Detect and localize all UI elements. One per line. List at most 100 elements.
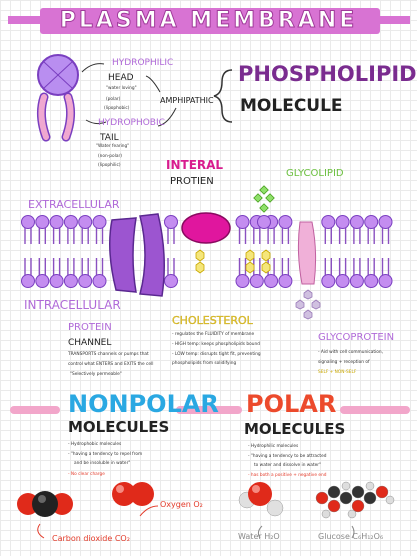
divider-right <box>340 406 410 414</box>
channel-note-1: TRANSPORTS channels or pumps that <box>68 352 149 357</box>
head-note-3: (lipophobic) <box>104 106 130 111</box>
glucose-atom <box>321 509 331 519</box>
phospholipid-heading-line1: PHOSPHOLIPID <box>238 62 417 86</box>
polar-heading-2: MOLECULES <box>244 420 346 438</box>
intracellular-label: INTRACELLULAR <box>24 298 121 312</box>
tail-note-2: (non-polar) <box>98 154 122 159</box>
water-label: Water H₂O <box>238 532 280 541</box>
lipid-head <box>235 274 250 288</box>
lipid-head <box>92 215 107 229</box>
channel-note-2: control what ENTERS and EXITS the cell <box>68 362 154 367</box>
cholesterol <box>261 261 271 274</box>
lipid-head <box>78 274 93 288</box>
hydrophobic-label: HYDROPHOBIC <box>98 118 165 128</box>
glycolipid-label: GLYCOLIPID <box>286 168 344 179</box>
cholesterol-label: CHOLESTEROL <box>172 314 253 327</box>
lipid-head <box>378 215 393 229</box>
lipid-head <box>335 274 350 288</box>
glucose-atom <box>327 485 341 499</box>
lipid-head <box>278 215 293 229</box>
water-molecule <box>238 482 284 517</box>
cholesterol <box>261 249 271 262</box>
glycoprotein-note-1: - Aid with cell communication, <box>318 350 383 355</box>
glucose-atom <box>351 499 365 513</box>
title-banner <box>40 8 380 34</box>
lipid-head <box>321 274 336 288</box>
glucose-molecule <box>315 481 395 519</box>
tail-note-3: (lipophilic) <box>98 163 121 168</box>
cholesterol-note-4: phospholipids from solidifying <box>172 361 237 366</box>
glycoprotein-label: GLYCOPROTEIN <box>318 332 395 343</box>
cholesterol <box>245 261 255 274</box>
protein-channel-label-2: CHANNEL <box>68 338 112 348</box>
cholesterol <box>195 261 205 274</box>
lipid-head <box>21 274 35 288</box>
nonpolar-note-2: - "having a tendency to repel from <box>68 452 143 457</box>
lipid-head <box>63 215 78 229</box>
cholesterol <box>195 249 205 262</box>
title-banner-left-tab <box>8 16 48 24</box>
protein-channel-left <box>109 217 137 293</box>
nonpolar-heading-2: MOLECULES <box>68 418 170 436</box>
lipid-head <box>78 215 93 229</box>
nonpolar-note-4: - No clear charge <box>68 472 105 477</box>
glucose-atom <box>375 485 389 499</box>
integral-protein-label-2: PROTIEN <box>170 176 214 187</box>
polar-note-3: to water and dissolve in water" <box>254 463 322 468</box>
head-note-1: "water loving" <box>106 86 137 91</box>
glycoprotein <box>297 221 317 285</box>
extracellular-label: EXTRACELLULAR <box>28 198 120 211</box>
tail-label: TAIL <box>100 133 119 143</box>
lipid-head <box>21 215 35 229</box>
glycolipid-sugar <box>253 193 263 203</box>
amphipathic-label: AMPHIPATHIC <box>160 96 214 105</box>
glycolipid-sugar <box>259 203 269 213</box>
lipid-head <box>164 215 178 229</box>
glucose-atom <box>315 491 329 505</box>
lipid-head <box>63 274 78 288</box>
polar-heading-1: POLAR <box>246 390 337 418</box>
glycolipid-sugar <box>259 185 269 195</box>
co2-label: Carbon dioxide CO₂ <box>52 534 130 543</box>
glucose-atom <box>327 499 341 513</box>
glycoprotein-sugar <box>303 289 313 300</box>
lipid-head <box>364 274 379 288</box>
glucose-atom <box>339 491 353 505</box>
polar-note-4: - has both a positive + negative end <box>248 473 327 478</box>
head-note-2: (polar) <box>106 97 121 102</box>
polar-note-1: - Hydrophilic molecules <box>248 444 299 449</box>
lipid-head <box>378 274 393 288</box>
cholesterol <box>245 249 255 262</box>
lipid-head <box>335 215 350 229</box>
glycolipid-head <box>257 215 271 229</box>
protein-channel-right <box>139 213 165 297</box>
lipid-head <box>92 274 107 288</box>
lipid-head <box>164 274 178 288</box>
phospholipid-heading-line2: MOLECULE <box>240 96 343 116</box>
lipid-head <box>264 274 279 288</box>
head-label: HEAD <box>108 73 134 83</box>
o2-molecule <box>112 482 154 506</box>
title-banner-right-tab <box>372 16 410 24</box>
lipid-head <box>35 215 50 229</box>
glucose-atom <box>363 491 377 505</box>
glucose-atom <box>365 481 375 491</box>
lipid-head <box>349 215 364 229</box>
glucose-atom <box>385 495 395 505</box>
oxygen-label: Oxygen O₂ <box>160 500 203 509</box>
lipid-head <box>235 215 250 229</box>
cholesterol-note-3: - LOW temp: disrupts tight fit, preventi… <box>172 352 261 357</box>
glucose-label: Glucose C₆H₁₂O₆ <box>318 532 384 541</box>
polar-note-2: - "having a tendency to be attracted <box>248 454 327 459</box>
divider-middle <box>176 406 242 414</box>
glycoprotein-sugar <box>295 299 305 310</box>
lipid-head <box>249 274 264 288</box>
integral-protein-label-1: INTERAL <box>166 158 224 172</box>
glucose-atom <box>351 485 365 499</box>
tail-note-1: "Water fearing" <box>96 144 130 149</box>
divider-left <box>10 406 60 414</box>
page-title: PLASMA MEMBRANE <box>59 8 358 34</box>
